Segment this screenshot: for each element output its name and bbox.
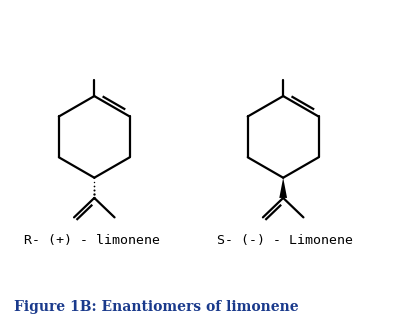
Polygon shape bbox=[279, 178, 287, 198]
Text: R- (+) - limonene: R- (+) - limonene bbox=[24, 234, 160, 247]
Text: Figure 1B: Enantiomers of limonene: Figure 1B: Enantiomers of limonene bbox=[15, 300, 299, 314]
Text: S- (-) - Limonene: S- (-) - Limonene bbox=[217, 234, 353, 247]
